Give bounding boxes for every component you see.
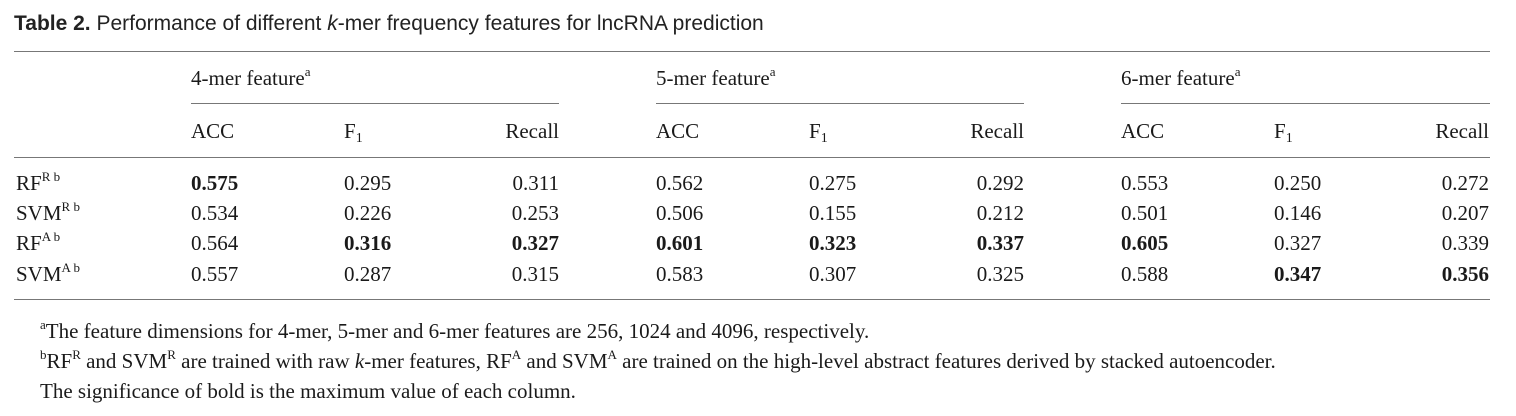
table-cell: 0.506 [656, 201, 704, 225]
row-label: SVMA b [16, 260, 80, 286]
table-cell: 0.327 [1274, 231, 1322, 255]
metric-header-acc: ACC [1121, 119, 1165, 143]
metric-header-f1: F1 [809, 119, 828, 146]
metric-header-acc: ACC [191, 119, 235, 143]
group-header-5mer: 5-mer featurea [656, 64, 776, 90]
table-cell: 0.562 [656, 171, 704, 195]
row-label: RFR b [16, 169, 61, 195]
caption-k-italic: k [327, 12, 338, 35]
table-cell: 0.275 [809, 171, 857, 195]
table-cell: 0.325 [976, 262, 1024, 286]
table-cell: 0.356 [1441, 262, 1489, 286]
table-cell: 0.323 [809, 231, 857, 255]
footnote-c: The significance of bold is the maximum … [40, 379, 576, 403]
table-cell: 0.588 [1121, 262, 1169, 286]
top-rule [14, 51, 1490, 52]
metric-header-f1: F1 [1274, 119, 1293, 146]
table-cell: 0.155 [809, 201, 857, 225]
table-cell: 0.250 [1274, 171, 1322, 195]
table-cell: 0.553 [1121, 171, 1169, 195]
table-cell: 0.327 [511, 231, 559, 255]
group-rule-4mer [191, 103, 559, 104]
table-cell: 0.557 [191, 262, 239, 286]
table-cell: 0.347 [1274, 262, 1322, 286]
table-cell: 0.583 [656, 262, 704, 286]
table-cell: 0.311 [512, 171, 559, 195]
table-cell: 0.226 [344, 201, 392, 225]
table-cell: 0.292 [976, 171, 1024, 195]
table-bottom-rule [14, 299, 1490, 300]
table-cell: 0.287 [344, 262, 392, 286]
metric-header-acc: ACC [656, 119, 700, 143]
footnote-a: aThe feature dimensions for 4-mer, 5-mer… [40, 317, 870, 343]
metric-header-recall: Recall [1435, 119, 1489, 143]
header-bottom-rule [14, 157, 1490, 158]
table-cell: 0.339 [1441, 231, 1489, 255]
table-cell: 0.315 [511, 262, 559, 286]
metric-header-f1: F1 [344, 119, 363, 146]
table-cell: 0.207 [1441, 201, 1489, 225]
group-rule-6mer [1121, 103, 1490, 104]
table-cell: 0.253 [511, 201, 559, 225]
table-cell: 0.272 [1441, 171, 1489, 195]
table-cell: 0.601 [656, 231, 704, 255]
table-cell: 0.316 [344, 231, 392, 255]
table-cell: 0.564 [191, 231, 239, 255]
table-cell: 0.575 [191, 171, 239, 195]
caption-text-before: Performance of different [90, 12, 328, 35]
table-cell: 0.534 [191, 201, 239, 225]
metric-header-recall: Recall [505, 119, 559, 143]
group-rule-5mer [656, 103, 1024, 104]
row-label: RFA b [16, 229, 61, 255]
metric-header-recall: Recall [970, 119, 1024, 143]
group-header-6mer: 6-mer featurea [1121, 64, 1241, 90]
group-header-4mer: 4-mer featurea [191, 64, 311, 90]
table-cell: 0.295 [344, 171, 392, 195]
footnote-b: bRFR and SVMR are trained with raw k-mer… [40, 347, 1276, 373]
table-cell: 0.146 [1274, 201, 1322, 225]
row-label: SVMR b [16, 199, 80, 225]
table-caption: Table 2. Performance of different k-mer … [14, 12, 764, 36]
table-cell: 0.307 [809, 262, 857, 286]
table-cell: 0.501 [1121, 201, 1169, 225]
table-cell: 0.212 [976, 201, 1024, 225]
table-cell: 0.605 [1121, 231, 1169, 255]
table-label: Table 2. [14, 12, 91, 35]
caption-text-after: -mer frequency features for lncRNA predi… [337, 12, 764, 35]
table-cell: 0.337 [976, 231, 1024, 255]
